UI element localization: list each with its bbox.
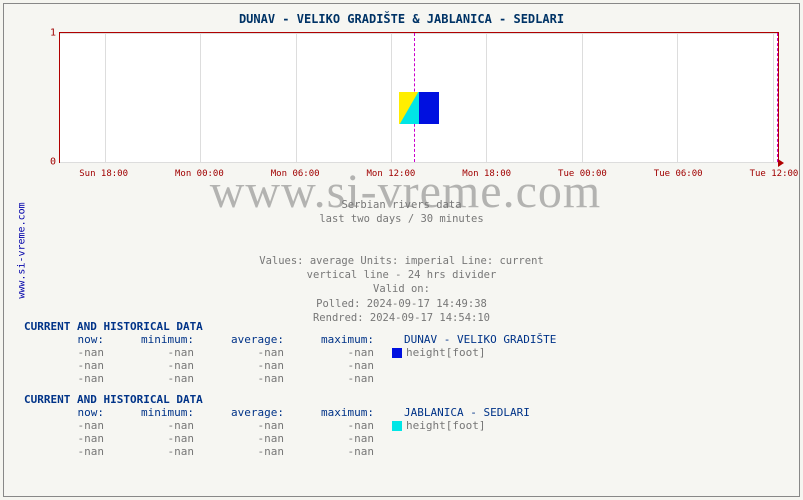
x-tick-label: Tue 12:00 xyxy=(750,169,799,179)
gridline-v xyxy=(200,33,201,162)
table-cell: -nan xyxy=(24,445,114,458)
table-cell: -nan xyxy=(294,445,384,458)
table-header-cell: now: xyxy=(24,406,114,419)
x-tick-label: Mon 00:00 xyxy=(175,169,224,179)
data-table: now:minimum:average:maximum:DUNAV - VELI… xyxy=(24,333,779,385)
legend-swatch-icon xyxy=(392,421,402,431)
legend-entry: height[foot] xyxy=(384,346,485,359)
table-header-cell: minimum: xyxy=(114,406,204,419)
table-row: -nan-nan-nan-nan xyxy=(24,359,779,372)
table-cell: -nan xyxy=(294,359,384,372)
table-cell: -nan xyxy=(204,346,294,359)
legend-entry: height[foot] xyxy=(384,419,485,432)
legend-label: height[foot] xyxy=(406,419,485,432)
table-cell: -nan xyxy=(24,432,114,445)
table-row: -nan-nan-nan-nan xyxy=(24,372,779,385)
x-tick-label: Tue 00:00 xyxy=(558,169,607,179)
x-tick-label: Mon 12:00 xyxy=(367,169,416,179)
chart-title: DUNAV - VELIKO GRADIŠTE & JABLANICA - SE… xyxy=(4,12,799,26)
station-name: JABLANICA - SEDLARI xyxy=(384,406,540,419)
table-cell: -nan xyxy=(294,372,384,385)
table-cell: -nan xyxy=(24,359,114,372)
time-divider xyxy=(777,33,778,162)
table-cell: -nan xyxy=(294,419,384,432)
table-header-cell: minimum: xyxy=(114,333,204,346)
table-title: CURRENT AND HISTORICAL DATA xyxy=(24,320,779,333)
table-title: CURRENT AND HISTORICAL DATA xyxy=(24,393,779,406)
table-header-cell: average: xyxy=(204,333,294,346)
table-cell: -nan xyxy=(204,445,294,458)
meta-line: Values: average Units: imperial Line: cu… xyxy=(4,254,799,268)
y-tick-label: 0 xyxy=(40,157,56,168)
table-cell: -nan xyxy=(114,419,204,432)
gridline-h xyxy=(60,162,778,163)
subtitle-line: Serbian rivers data xyxy=(4,198,799,212)
x-tick-label: Mon 06:00 xyxy=(271,169,320,179)
y-tick-label: 1 xyxy=(40,28,56,39)
chart-area: 01 Sun 18:00 Mon 00:00 Mon 06:00 Mon 12:00 M… xyxy=(59,32,779,177)
table-cell: -nan xyxy=(204,432,294,445)
gridline-v xyxy=(391,33,392,162)
legend-swatch-icon xyxy=(392,348,402,358)
gridline-v xyxy=(582,33,583,162)
table-cell: -nan xyxy=(294,432,384,445)
subtitle-block: Serbian rivers data last two days / 30 m… xyxy=(4,198,799,226)
gridline-v xyxy=(773,33,774,162)
x-tick-label: Sun 18:00 xyxy=(79,169,128,179)
station-name: DUNAV - VELIKO GRADIŠTE xyxy=(384,333,566,346)
data-tables: CURRENT AND HISTORICAL DATAnow:minimum:a… xyxy=(24,312,779,458)
table-cell: -nan xyxy=(24,372,114,385)
data-table: now:minimum:average:maximum:JABLANICA - … xyxy=(24,406,779,458)
table-cell: -nan xyxy=(114,432,204,445)
center-marker-icon xyxy=(399,92,439,124)
table-cell: -nan xyxy=(204,419,294,432)
table-row: -nan-nan-nan-nan xyxy=(24,432,779,445)
plot-area: 01 xyxy=(59,32,779,163)
gridline-v xyxy=(296,33,297,162)
subtitle-line: last two days / 30 minutes xyxy=(4,212,799,226)
table-header-row: now:minimum:average:maximum:DUNAV - VELI… xyxy=(24,333,779,346)
table-row: -nan-nan-nan-nan xyxy=(24,445,779,458)
legend-label: height[foot] xyxy=(406,346,485,359)
table-header-cell: maximum: xyxy=(294,406,384,419)
gridline-v xyxy=(677,33,678,162)
table-cell: -nan xyxy=(204,372,294,385)
gridline-v xyxy=(105,33,106,162)
table-cell: -nan xyxy=(114,346,204,359)
meta-line: vertical line - 24 hrs divider xyxy=(4,268,799,282)
table-header-cell: now: xyxy=(24,333,114,346)
table-header-cell: average: xyxy=(204,406,294,419)
table-cell: -nan xyxy=(204,359,294,372)
x-axis-arrow-icon xyxy=(778,159,784,167)
table-header-cell: maximum: xyxy=(294,333,384,346)
outer-frame: www.si-vreme.com DUNAV - VELIKO GRADIŠTE… xyxy=(3,3,800,497)
table-cell: -nan xyxy=(114,445,204,458)
table-cell: -nan xyxy=(294,346,384,359)
x-tick-label: Mon 18:00 xyxy=(462,169,511,179)
table-header-row: now:minimum:average:maximum:JABLANICA - … xyxy=(24,406,779,419)
table-cell: -nan xyxy=(24,419,114,432)
table-cell: -nan xyxy=(114,372,204,385)
table-row: -nan-nan-nan-nanheight[foot] xyxy=(24,346,779,359)
gridline-h xyxy=(60,33,778,34)
table-cell: -nan xyxy=(114,359,204,372)
meta-line: Valid on: xyxy=(4,282,799,296)
x-tick-label: Tue 06:00 xyxy=(654,169,703,179)
gridline-v xyxy=(486,33,487,162)
table-row: -nan-nan-nan-nanheight[foot] xyxy=(24,419,779,432)
meta-line: Polled: 2024-09-17 14:49:38 xyxy=(4,297,799,311)
table-cell: -nan xyxy=(24,346,114,359)
